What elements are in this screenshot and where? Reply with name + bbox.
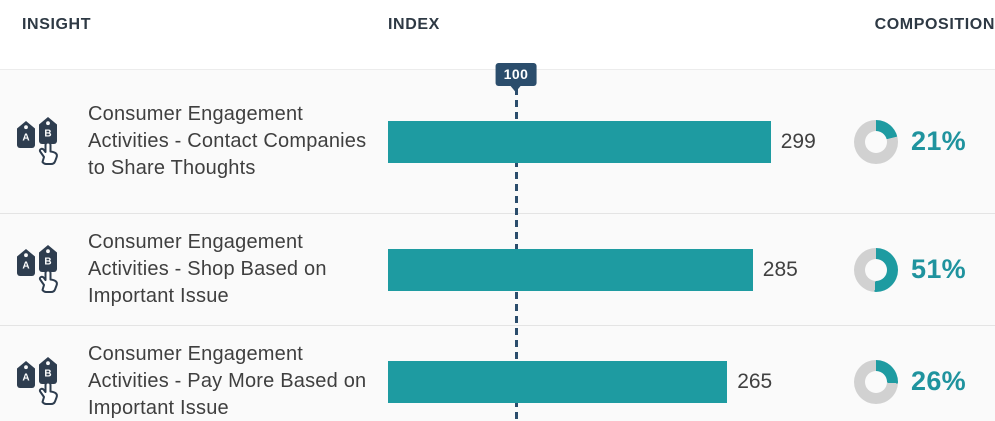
composition-donut bbox=[854, 247, 898, 292]
svg-text:A: A bbox=[22, 132, 29, 143]
composition-percent: 26% bbox=[911, 366, 966, 396]
table-body: A B Consumer Engagement Activities - Con… bbox=[0, 70, 995, 421]
index-bar bbox=[388, 120, 771, 163]
svg-text:A: A bbox=[22, 372, 29, 383]
svg-text:A: A bbox=[22, 260, 29, 271]
insight-label: Consumer Engagement Activities - Shop Ba… bbox=[88, 231, 327, 307]
donut-hole bbox=[865, 258, 887, 281]
table-row[interactable]: A B Consumer Engagement Activities - Con… bbox=[0, 70, 995, 213]
index-bar-cell: 265 bbox=[382, 360, 848, 403]
index-bar-cell: 285 bbox=[382, 248, 848, 291]
svg-text:B: B bbox=[44, 256, 51, 267]
svg-text:B: B bbox=[44, 128, 51, 139]
ab-tags-pointer-icon[interactable]: A B bbox=[0, 355, 80, 409]
composition-percent: 51% bbox=[911, 254, 966, 284]
donut-hole bbox=[865, 130, 887, 153]
ab-tags-pointer-icon[interactable]: A B bbox=[0, 115, 80, 169]
ab-tags-pointer-icon[interactable]: A B bbox=[0, 243, 80, 297]
index-value: 265 bbox=[737, 369, 773, 393]
composition-cell: 26% bbox=[848, 359, 995, 404]
column-header-index: INDEX bbox=[388, 16, 440, 33]
composition-percent: 21% bbox=[911, 126, 966, 156]
insight-label: Consumer Engagement Activities - Contact… bbox=[88, 103, 367, 179]
index-value: 285 bbox=[762, 257, 798, 281]
index-value: 299 bbox=[780, 129, 816, 153]
table-row[interactable]: A B Consumer Engagement Activities - Sho… bbox=[0, 213, 995, 325]
donut-hole bbox=[865, 370, 887, 393]
ab-tags-pointer-icon-svg: A B bbox=[17, 244, 58, 293]
index-bar-cell: 299 bbox=[382, 120, 848, 163]
index-bar bbox=[388, 360, 728, 403]
index-bar bbox=[388, 248, 753, 291]
composition-donut bbox=[854, 119, 898, 164]
composition-donut bbox=[854, 359, 898, 404]
table-row[interactable]: A B Consumer Engagement Activities - Pay… bbox=[0, 325, 995, 421]
insight-label: Consumer Engagement Activities - Pay Mor… bbox=[88, 343, 367, 419]
svg-text:B: B bbox=[44, 368, 51, 379]
index-reference-badge: 100 bbox=[495, 63, 537, 86]
composition-cell: 51% bbox=[848, 247, 995, 292]
table-header: INSIGHT INDEX COMPOSITION bbox=[0, 0, 995, 70]
composition-cell: 21% bbox=[848, 119, 995, 164]
ab-tags-pointer-icon-svg: A B bbox=[17, 116, 58, 165]
ab-tags-pointer-icon-svg: A B bbox=[17, 356, 58, 405]
column-header-composition: COMPOSITION bbox=[874, 16, 995, 33]
column-header-insight: INSIGHT bbox=[22, 16, 92, 33]
